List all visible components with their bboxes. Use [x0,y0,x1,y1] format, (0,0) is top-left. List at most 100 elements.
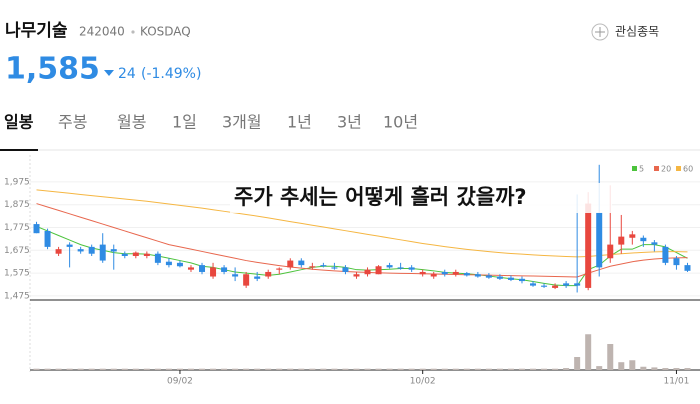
legend-label: 20 [661,165,671,174]
candle-body [298,260,305,266]
volume-bar [441,368,448,370]
volume-bar [629,360,636,370]
volume-bar [485,368,492,370]
candle-body [55,249,62,254]
candle-body [176,262,183,267]
candle-body [673,258,680,266]
volume-bar [574,357,581,370]
tab[interactable]: 일봉 [4,113,34,132]
legend-swatch [676,166,681,171]
tab[interactable]: 1년 [287,113,312,132]
ma-line [36,189,688,258]
volume-bar [563,368,570,370]
volume-bar [618,362,625,370]
candle-body [254,276,261,279]
volume-bar [77,368,84,370]
volume-bar [165,368,172,370]
volume-bar [530,368,537,370]
candle-body [507,277,514,280]
candle-body [210,267,217,277]
volume-bar [607,344,614,370]
volume-bar [221,368,228,370]
volume-bar [309,368,316,370]
candle-body [463,273,470,276]
candle-body [607,244,614,259]
y-tick-label: 1,675 [4,246,30,256]
candle-body [397,267,404,269]
volume-bar [66,368,73,370]
x-tick-label: 09/02 [167,377,193,387]
volume-bar [331,368,338,370]
volume-bar [408,368,415,370]
candle-body [518,278,525,282]
candle-body [276,268,283,270]
volume-bar [518,368,525,370]
candle-body [552,285,559,288]
volume-bar [254,368,261,370]
candle-body [353,274,360,277]
watch-button[interactable]: 관심종목 [591,23,659,41]
stock-name: 나무기술 [5,21,68,41]
volume-bar [276,368,283,370]
candle-body [99,244,106,261]
volume-bar [640,366,647,370]
candle-body [419,271,426,275]
volume-bar [154,368,161,370]
candle-body [452,271,459,275]
market: KOSDAQ [140,25,191,39]
candle-body [408,267,415,270]
volume-bar [187,368,194,370]
volume-bar [474,368,481,370]
volume-bar [463,368,470,370]
legend-label: 5 [639,165,644,174]
volume-bar [684,368,691,370]
candle-body [132,252,139,256]
tab[interactable]: 주봉 [58,113,87,132]
price: 1,585 [5,52,100,87]
volume-bar [199,368,206,370]
tab[interactable]: 월봉 [117,113,146,132]
volume-bar [375,368,382,370]
candle-body [243,274,250,286]
candle-body [66,244,73,247]
tab[interactable]: 10년 [383,113,418,132]
tab[interactable]: 3개월 [222,113,262,132]
volume-bar [243,368,250,370]
legend-swatch [654,166,659,171]
volume-bar [507,368,514,370]
y-tick-label: 1,975 [4,177,30,187]
ma-line [36,203,688,278]
legend-swatch [632,166,637,171]
candle-body [331,267,338,269]
candle-body [386,265,393,268]
candle-body [530,283,537,286]
x-tick-label: 11/01 [663,377,689,387]
y-tick-label: 1,575 [4,269,30,279]
tab[interactable]: 1일 [172,113,197,132]
volume-bar [662,368,669,370]
price-change: 24 [118,66,136,82]
candle-body [651,242,658,245]
volume-bar [298,368,305,370]
volume-bar [121,368,128,370]
plus-icon [591,23,609,41]
candle-body [541,285,548,287]
candle-body [485,275,492,278]
x-tick-label: 10/02 [410,377,436,387]
plot: 1,975 1,875 1,775 1,675 1,575 1,475 09/02 10/02… [4,165,700,387]
down-arrow [104,70,114,76]
price-change-pct: (-1.49%) [141,66,201,82]
annotation-bg [230,183,612,213]
volume-bar [44,368,51,370]
candle-body [199,265,206,272]
candle-body [77,249,84,252]
candle-body [143,253,150,256]
volume-bar [397,368,404,370]
volume-bar [651,367,658,370]
volume-bar [110,368,117,370]
y-tick-label: 1,475 [4,291,30,301]
volume-bar [552,368,559,370]
tab[interactable]: 3년 [337,113,362,132]
candle-body [232,274,239,277]
